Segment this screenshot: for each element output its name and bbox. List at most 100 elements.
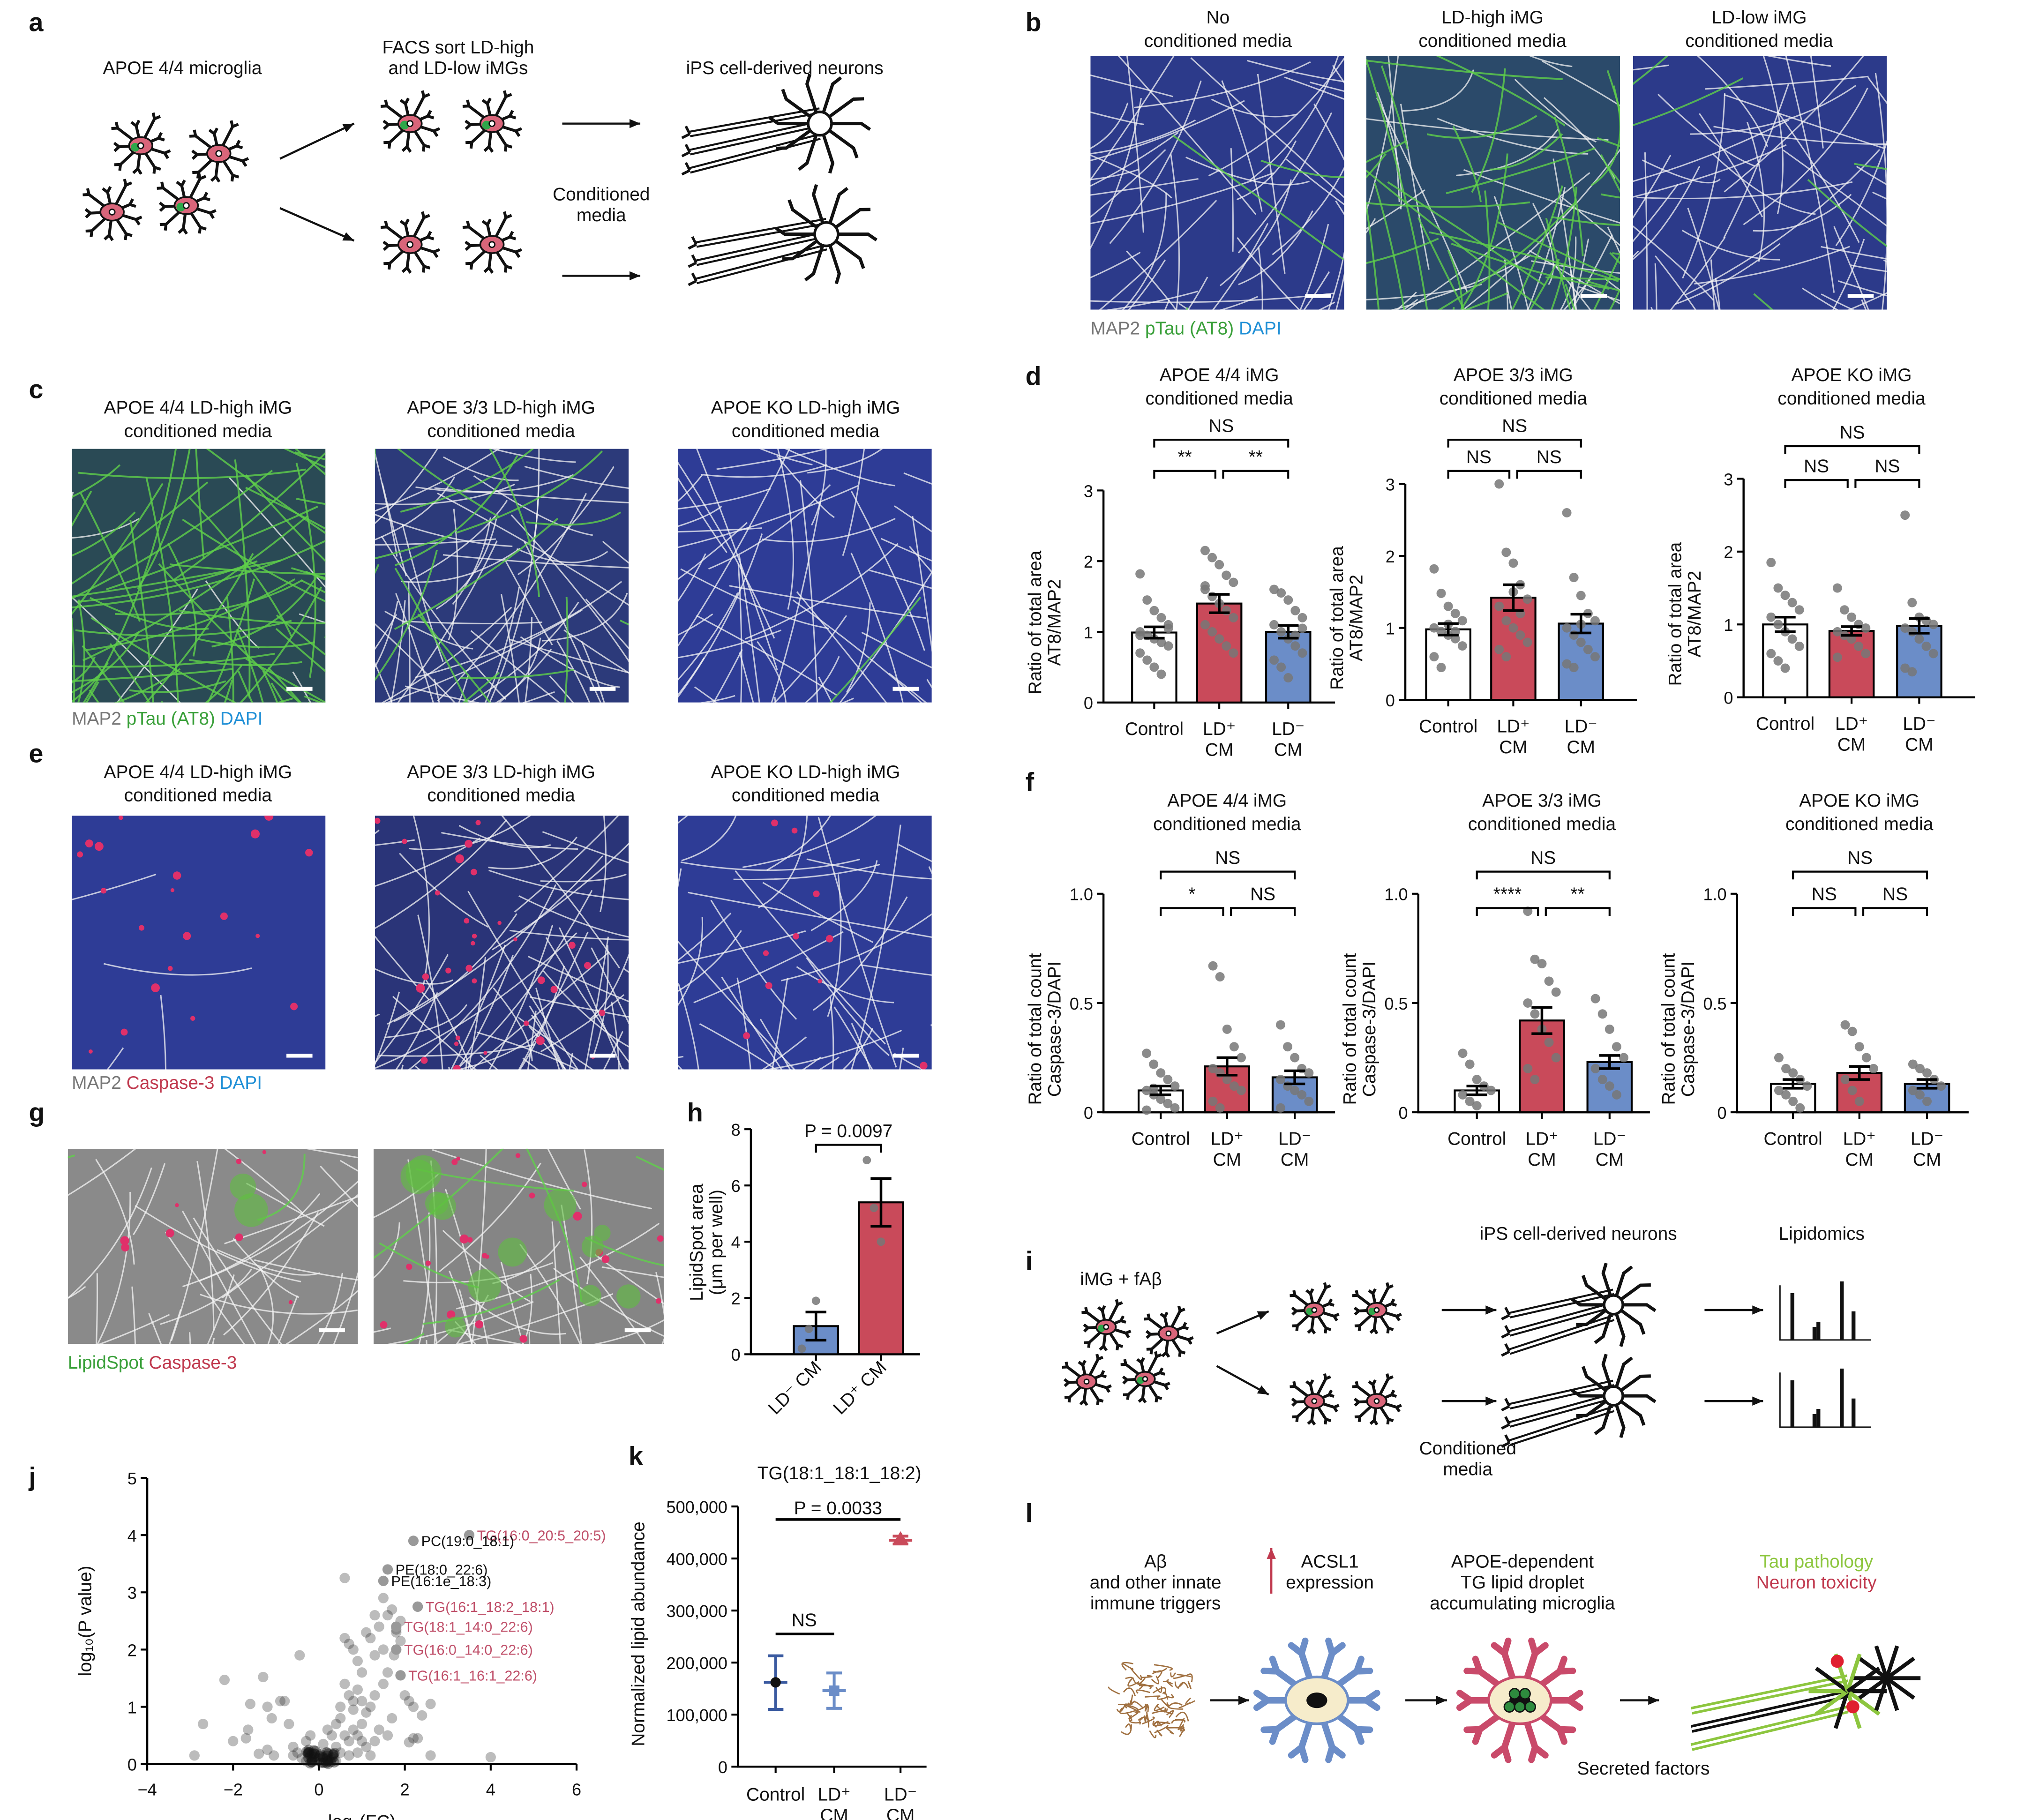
data-point [1208,1096,1218,1106]
fiber [810,860,878,931]
fiber [1048,113,1082,294]
fiber [222,1194,358,1299]
mini-bar [1790,1380,1794,1427]
data-point [306,1756,317,1768]
data-point [352,1684,363,1695]
significance-label: NS [1875,457,1900,477]
fiber [846,602,871,693]
fiber [688,891,932,938]
fiber [375,550,438,682]
x-tick-label: CM [1905,734,1933,755]
fiber [129,519,154,703]
caspase-spot [172,871,181,880]
axon-terminal [1501,1325,1511,1339]
fiber [696,614,837,696]
fiber [880,538,932,562]
fiber [1551,187,1577,310]
data-point [374,1724,384,1735]
axes [736,1506,927,1768]
x-tick-label: −2 [224,1780,243,1799]
mean-marker [892,1531,908,1544]
data-point [1436,588,1446,598]
caspase-spot [305,848,313,857]
data-point [303,1745,314,1755]
y-axis-label-line: (μm per well) [706,1190,727,1295]
caspase-spot [465,839,473,848]
trigger-label: and other innate [1090,1573,1222,1593]
fiber [109,643,151,703]
micrograph-content [1633,56,1887,310]
secreted-factors-label: Secreted factors [1577,1759,1710,1779]
bar-chart-d3: 0 1 2 3 APOE KO iMG conditioned media Ratio of… [1665,365,1975,755]
fiber [1633,119,1789,182]
data-point [1861,649,1871,659]
fiber [437,493,587,702]
y-tick-label: 1 [1386,619,1395,638]
fiber [283,449,326,469]
fiber [903,472,932,485]
fiber [1129,1705,1139,1713]
fiber [894,1053,925,1070]
fiber [1284,76,1344,100]
significance-bracket [1160,870,1296,880]
fiber [662,1147,831,1154]
nucleus [1311,1307,1318,1313]
point-label: PE(18:0_22:6) [396,1562,488,1578]
data-point [797,1344,806,1353]
fiber [1633,165,1701,260]
significance-label: * [1188,884,1195,905]
labeled-point [464,1530,475,1541]
dendrite [1612,1394,1646,1426]
microglia-icon [82,179,142,241]
fiber [1642,159,1721,184]
significance-label: NS [1804,457,1829,477]
fiber [72,464,121,498]
dendrite [1858,1677,1888,1700]
data-point [1605,1081,1614,1091]
fiber [205,580,260,649]
data-point [262,1701,273,1712]
neurons-label: iPS cell-derived neurons [1480,1224,1677,1244]
data-point [1868,1064,1878,1073]
y-axis-label-line: Ratio of total count [1659,953,1679,1105]
significance-bracket [1516,470,1582,479]
y-tick-label: 3 [1724,470,1733,489]
x-tick-label: 0 [314,1780,323,1799]
labeled-point [412,1601,423,1612]
data-point [301,1746,312,1757]
x-tick-label: LD⁺ [1497,717,1530,737]
data-point [1590,652,1600,662]
data-point [344,1736,354,1746]
axon-core [1691,1708,1848,1749]
fiber [592,945,609,1059]
fiber [1185,1697,1195,1705]
lipidspot-blob [230,1173,256,1200]
fiber [338,498,355,590]
fiber [1765,56,1831,67]
panel-label-j: j [29,1462,36,1491]
fiber [641,823,660,992]
fiber [531,1014,564,1070]
y-tick-label: 3 [127,1583,137,1603]
data-point [1276,662,1286,672]
scale-bar [892,687,919,691]
x-tick-label: LD⁻ [1278,1129,1311,1149]
y-tick-label: 300,000 [667,1602,727,1621]
data-point [1458,1049,1468,1058]
data-point [1290,606,1300,615]
x-tick-label: Control [746,1784,805,1805]
y-tick-label: 0 [127,1755,137,1775]
fiber [470,630,560,703]
data-point [258,1671,269,1683]
data-point [1921,641,1931,651]
micrograph-content [375,449,629,703]
facs-label: FACS sort LD-high [382,37,534,58]
dendrite [1613,1303,1657,1312]
fiber [115,1368,315,1451]
scale-bar [1305,294,1331,298]
fiber [1299,224,1329,310]
dendrite [1874,1645,1889,1679]
fiber [1417,217,1465,310]
arrow-head [630,271,641,281]
fiber [1606,70,1620,114]
